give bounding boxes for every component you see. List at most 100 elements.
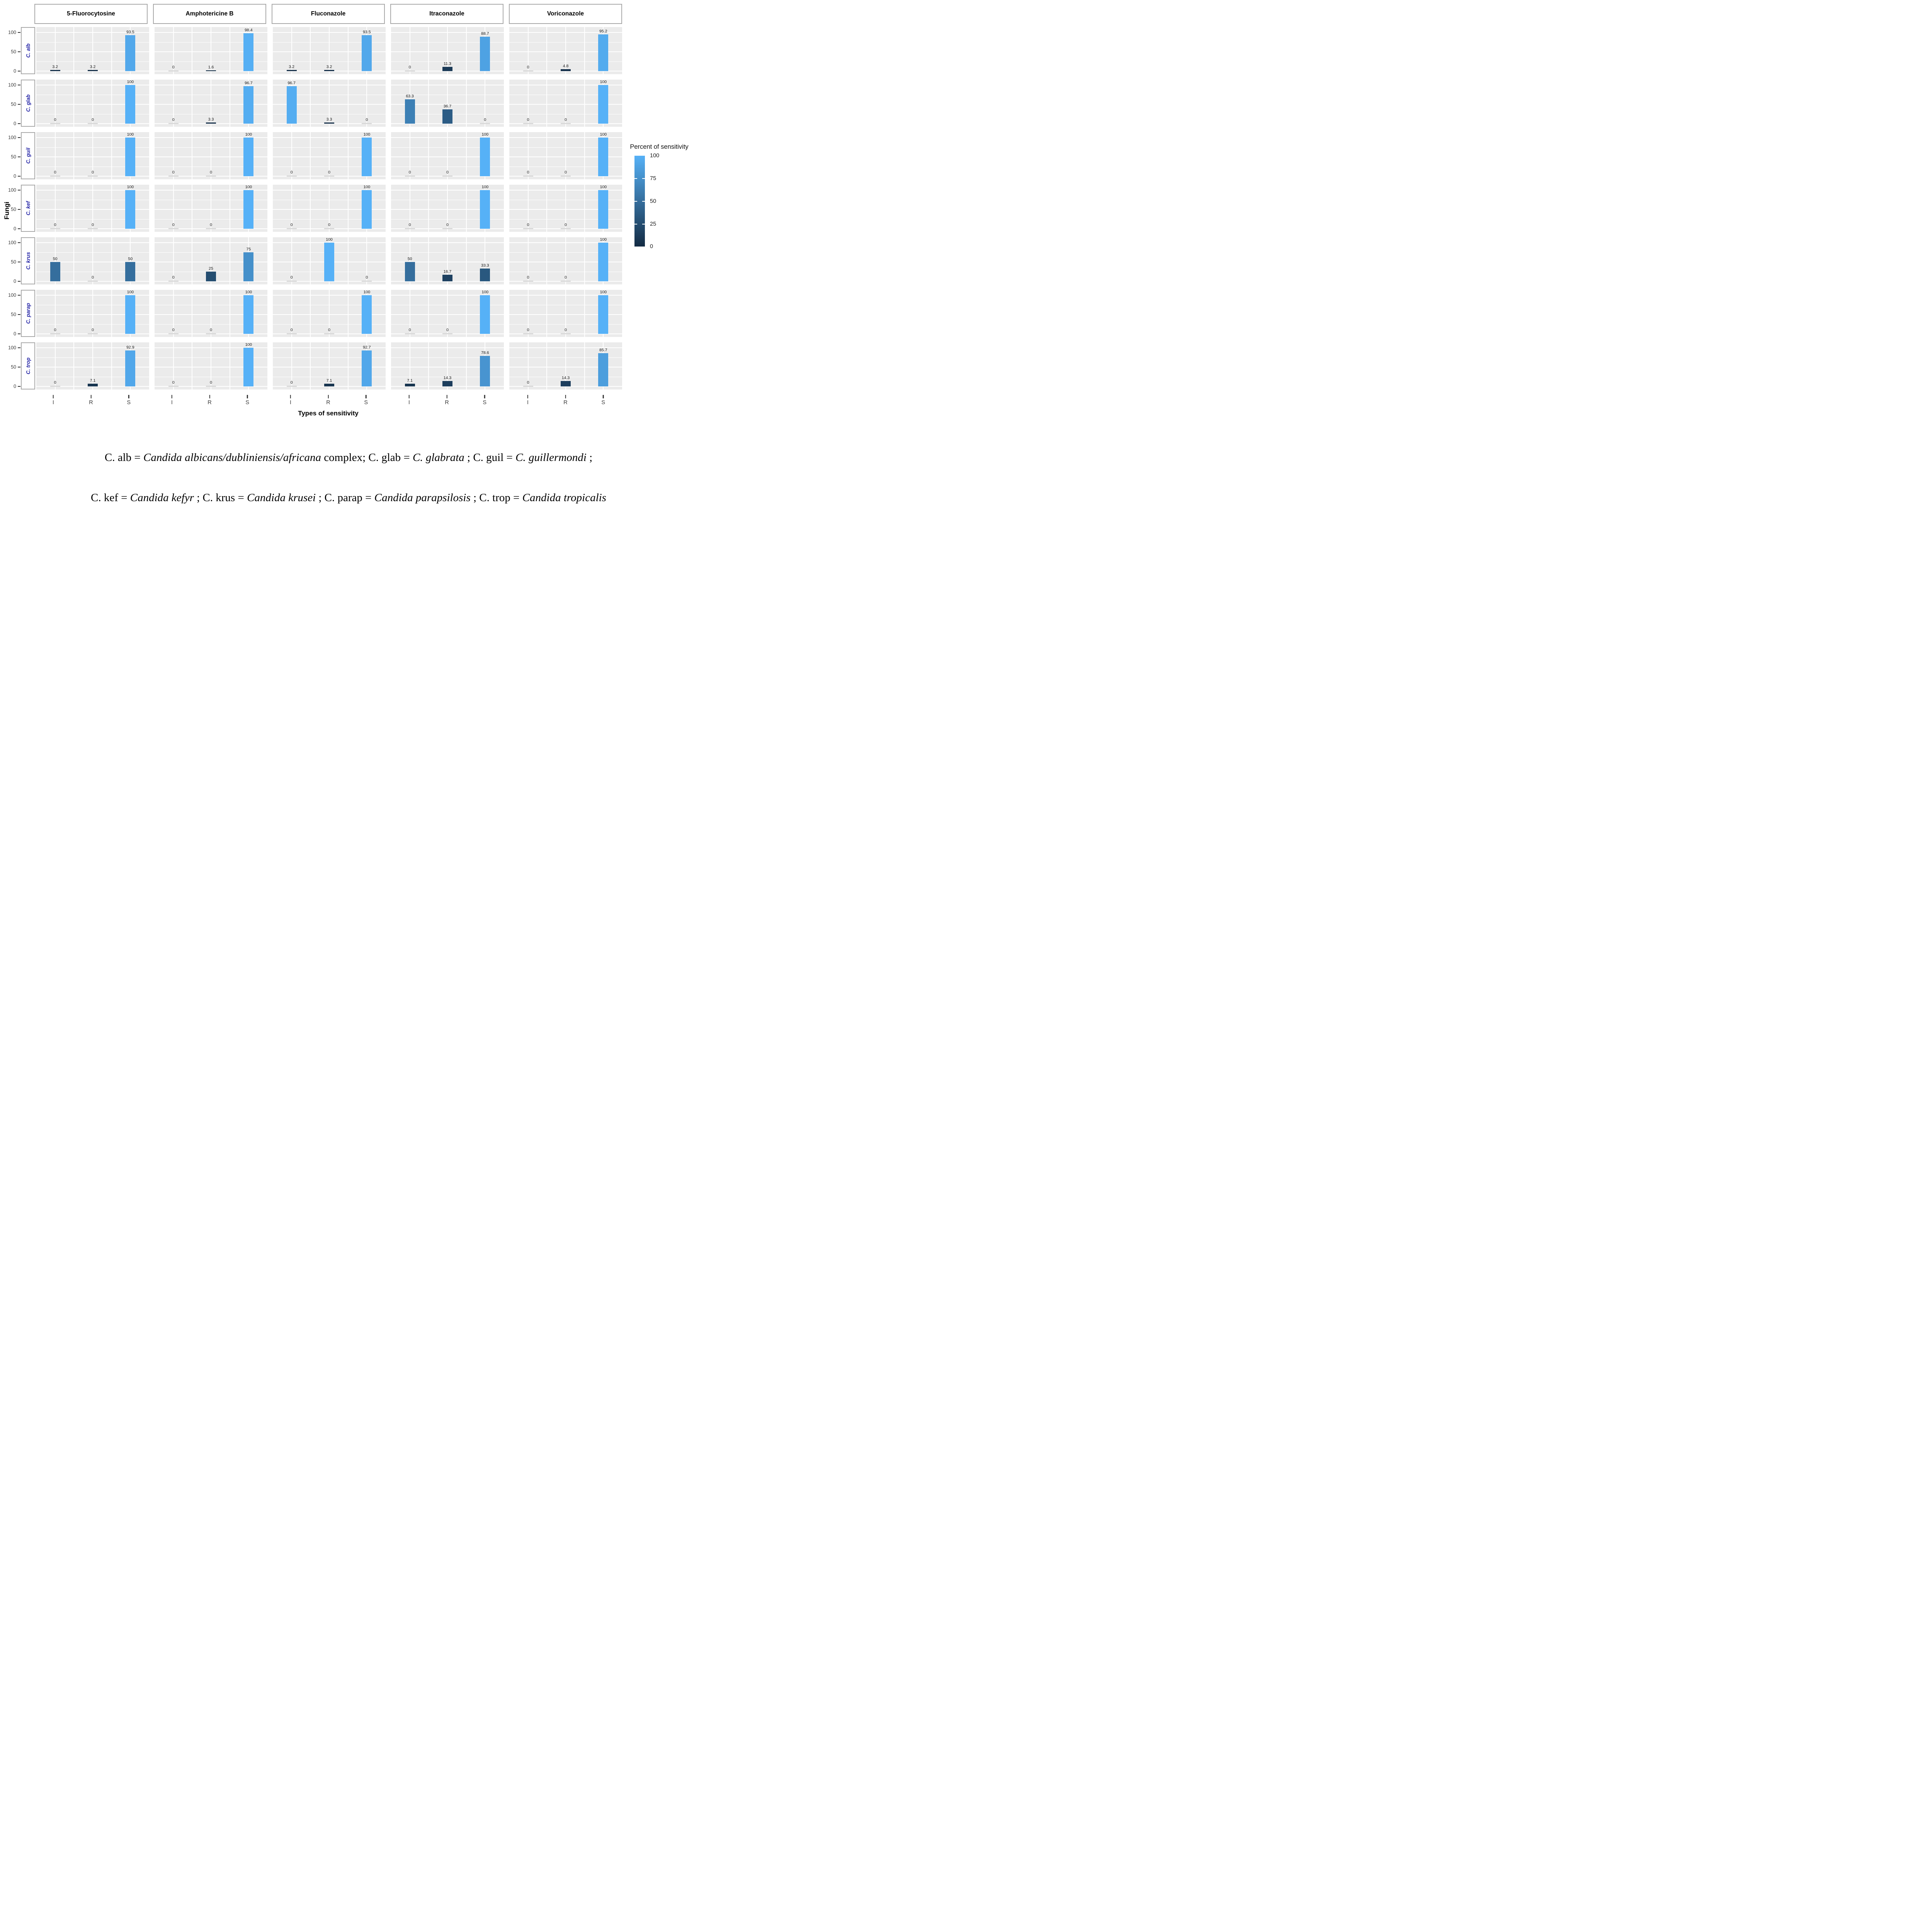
bar-zero — [442, 175, 453, 177]
bar-value-label: 3.2 — [90, 64, 96, 69]
y-axis-ticks: 100 50 0 — [4, 342, 21, 389]
x-tick-mark — [128, 395, 129, 398]
x-tick-mark — [565, 395, 566, 398]
bar — [206, 70, 216, 71]
y-tick-label: 0 — [14, 173, 16, 179]
x-tick-label: S — [127, 400, 131, 406]
bar — [480, 190, 490, 229]
gridline-vertical — [310, 237, 311, 284]
gridline-vertical — [447, 27, 448, 74]
bar-zero — [206, 228, 216, 230]
facet-panel: 63.3 36.7 0 — [391, 80, 504, 127]
legend: Percent of sensitivity 100 75 50 25 0 — [623, 143, 696, 250]
bar-value-label: 3.2 — [289, 64, 294, 69]
bar — [480, 138, 490, 177]
bar — [286, 86, 297, 124]
gridline-vertical — [565, 80, 566, 127]
bar-value-label: 100 — [127, 80, 134, 85]
row-facet-strip: C. kef — [21, 185, 35, 232]
bar — [405, 383, 415, 387]
bar-value-label: 0 — [565, 328, 567, 333]
bar — [324, 383, 335, 387]
bar-zero — [405, 333, 415, 335]
legend-tick-label: 0 — [650, 243, 653, 250]
y-tick-mark — [18, 228, 20, 230]
bar-zero — [50, 175, 60, 177]
bar-value-label: 0 — [446, 328, 449, 333]
gridline-vertical — [428, 290, 429, 337]
gridline-vertical — [584, 132, 585, 179]
bar-value-label: 0 — [172, 380, 175, 385]
gridline-vertical — [584, 342, 585, 389]
legend-tick-dash — [634, 201, 637, 202]
bar-zero — [286, 281, 297, 282]
y-tick-mark — [18, 294, 20, 296]
bar-value-label: 0 — [54, 223, 56, 228]
y-axis-title: Fungi — [3, 201, 10, 219]
bar-zero — [206, 386, 216, 387]
bar-value-label: 98.4 — [245, 27, 253, 32]
gridline-vertical — [73, 132, 75, 179]
facet-panel: 0 7.1 92.7 — [273, 342, 386, 389]
caption-line-1: C. alb = Candida albicans/dubliniensis/a… — [0, 451, 697, 464]
gridline-vertical — [111, 80, 112, 127]
y-tick-mark — [18, 123, 20, 124]
bar-value-label: 1.6 — [208, 65, 214, 70]
bar-value-label: 0 — [527, 223, 529, 228]
row-facet-strip: C. parap — [21, 290, 35, 337]
bar-value-label: 0 — [172, 223, 175, 228]
gridline-vertical — [73, 185, 75, 232]
faceted-bar-chart: 5-Fluorocytosine Amphotericine B Fluconazo… — [4, 4, 622, 417]
y-tick-mark — [18, 32, 20, 33]
facet-panel: 0 0 100 — [273, 132, 386, 179]
gridline-vertical — [565, 342, 566, 389]
gridline-vertical — [291, 132, 292, 179]
bar-zero — [560, 228, 571, 230]
bar — [50, 262, 60, 282]
y-tick-label: 100 — [8, 187, 16, 193]
y-tick-mark — [18, 281, 20, 282]
x-tick-mark — [602, 395, 604, 398]
y-tick-label: 0 — [14, 226, 16, 232]
bar — [480, 37, 490, 71]
gridline-vertical — [447, 237, 448, 284]
gridline-vertical — [291, 185, 292, 232]
caption-line-2: C. kef = Candida kefyr ; C. krus = Candi… — [0, 492, 697, 504]
row-facet-strip: C. glab — [21, 80, 35, 127]
bar — [50, 70, 60, 71]
panel-grid: 100 50 0 C. alb 3.2 3.2 93.5 0 1.6 98.4 3.2 3.2 93.5… — [4, 27, 622, 389]
y-tick-mark — [18, 242, 20, 243]
x-tick-label: I — [408, 400, 410, 406]
facet-panel: 0 11.3 88.7 — [391, 27, 504, 74]
bar-value-label: 92.9 — [126, 345, 134, 350]
y-tick-label: 100 — [8, 30, 16, 36]
gridline-vertical — [329, 80, 330, 127]
bar-value-label: 100 — [245, 132, 252, 137]
y-tick-label: 0 — [14, 331, 16, 337]
gridline-vertical — [546, 237, 548, 284]
facet-panel: 0 0 100 — [509, 80, 622, 127]
column-facet-label: Itraconazole — [390, 4, 503, 24]
bar-value-label: 4.8 — [563, 64, 569, 69]
y-tick-label: 50 — [11, 207, 16, 213]
facet-panel: 0 7.1 92.9 — [36, 342, 149, 389]
bar-value-label: 25 — [209, 266, 213, 271]
bar-zero — [523, 228, 533, 230]
gridline-vertical — [447, 185, 448, 232]
x-tick-mark — [90, 395, 92, 398]
bar-value-label: 0 — [290, 328, 293, 333]
y-tick-label: 100 — [8, 82, 16, 88]
bar-zero — [168, 70, 179, 72]
bar-value-label: 0 — [565, 223, 567, 228]
bar-value-label: 100 — [245, 342, 252, 347]
facet-panels: 0 7.1 92.9 0 0 100 0 7.1 92.7 7.1 14.3 78.6 0 14.3 85.… — [36, 342, 622, 389]
gridline-vertical — [584, 80, 585, 127]
bar-value-label: 36.7 — [443, 104, 452, 109]
gridline-vertical — [428, 132, 429, 179]
y-tick-label: 50 — [11, 312, 16, 318]
bar-value-label: 0 — [92, 223, 94, 228]
gridline-vertical — [347, 80, 349, 127]
gridline-vertical — [584, 237, 585, 284]
bar-value-label: 75 — [246, 247, 251, 252]
